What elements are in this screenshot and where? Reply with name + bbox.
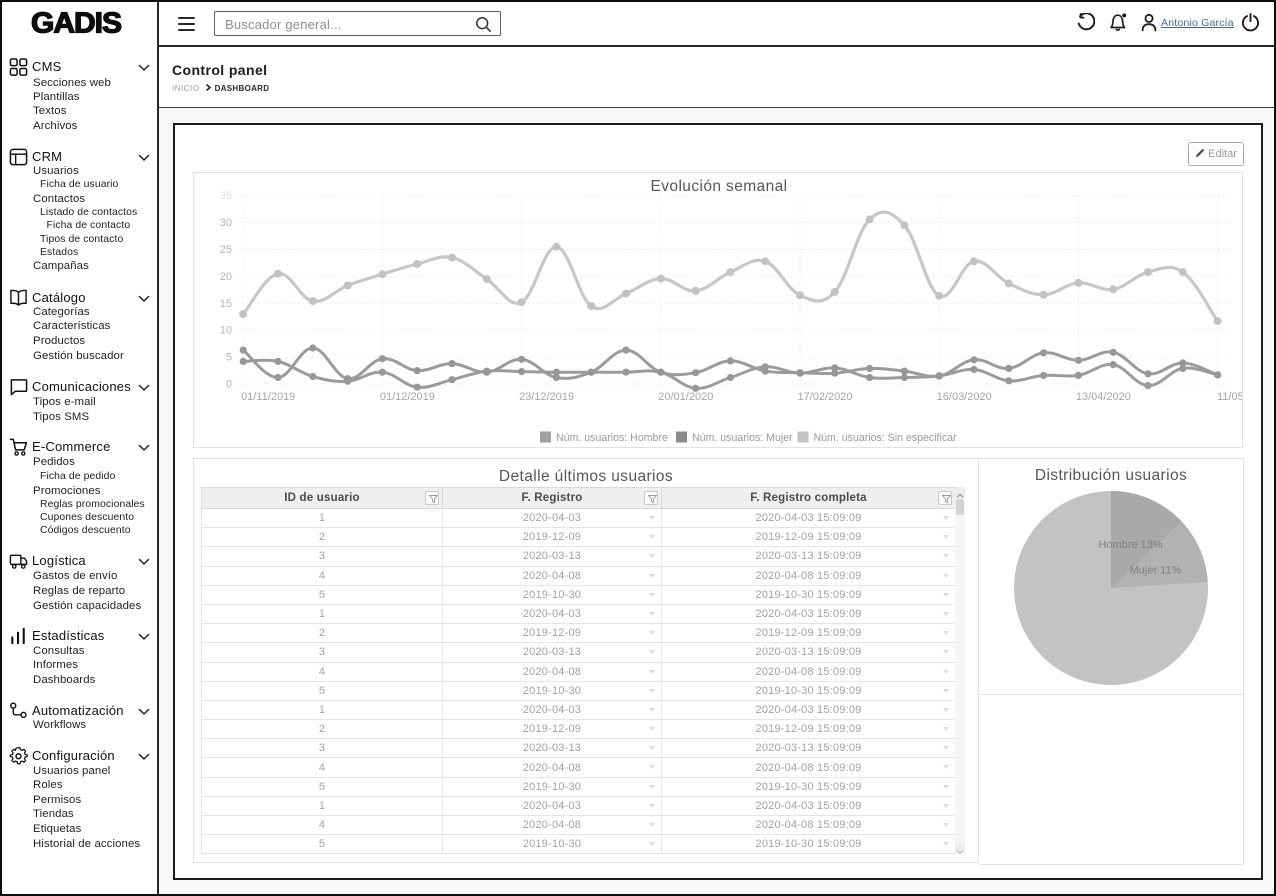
- svg-text:25: 25: [220, 244, 232, 256]
- svg-text:Núm. usuarios: Sin especificar: Núm. usuarios: Sin especificar: [814, 432, 958, 444]
- svg-text:Núm. usuarios: Hombre: Núm. usuarios: Hombre: [556, 432, 668, 444]
- svg-text:23/12/2019: 23/12/2019: [519, 391, 574, 403]
- svg-text:13/04/2020: 13/04/2020: [1076, 391, 1131, 403]
- svg-text:Mujer 11%: Mujer 11%: [1130, 565, 1182, 577]
- svg-text:10: 10: [220, 325, 232, 337]
- svg-text:01/11/2019: 01/11/2019: [241, 391, 295, 403]
- svg-text:20/01/2020: 20/01/2020: [658, 391, 713, 403]
- svg-text:16/03/2020: 16/03/2020: [937, 391, 992, 403]
- svg-text:11/05: 11/05: [1217, 391, 1243, 403]
- svg-text:Evolución semanal: Evolución semanal: [651, 178, 788, 195]
- svg-text:01/12/2019: 01/12/2019: [380, 391, 435, 403]
- svg-text:5: 5: [226, 352, 232, 364]
- svg-text:20: 20: [220, 271, 232, 283]
- svg-text:30: 30: [220, 217, 232, 229]
- svg-text:Núm. usuarios: Mujer: Núm. usuarios: Mujer: [692, 432, 793, 444]
- svg-text:17/02/2020: 17/02/2020: [797, 391, 852, 403]
- svg-text:35: 35: [220, 190, 232, 202]
- svg-text:15: 15: [220, 298, 232, 310]
- svg-text:Hombre 13%: Hombre 13%: [1098, 539, 1162, 551]
- svg-text:0: 0: [226, 379, 232, 391]
